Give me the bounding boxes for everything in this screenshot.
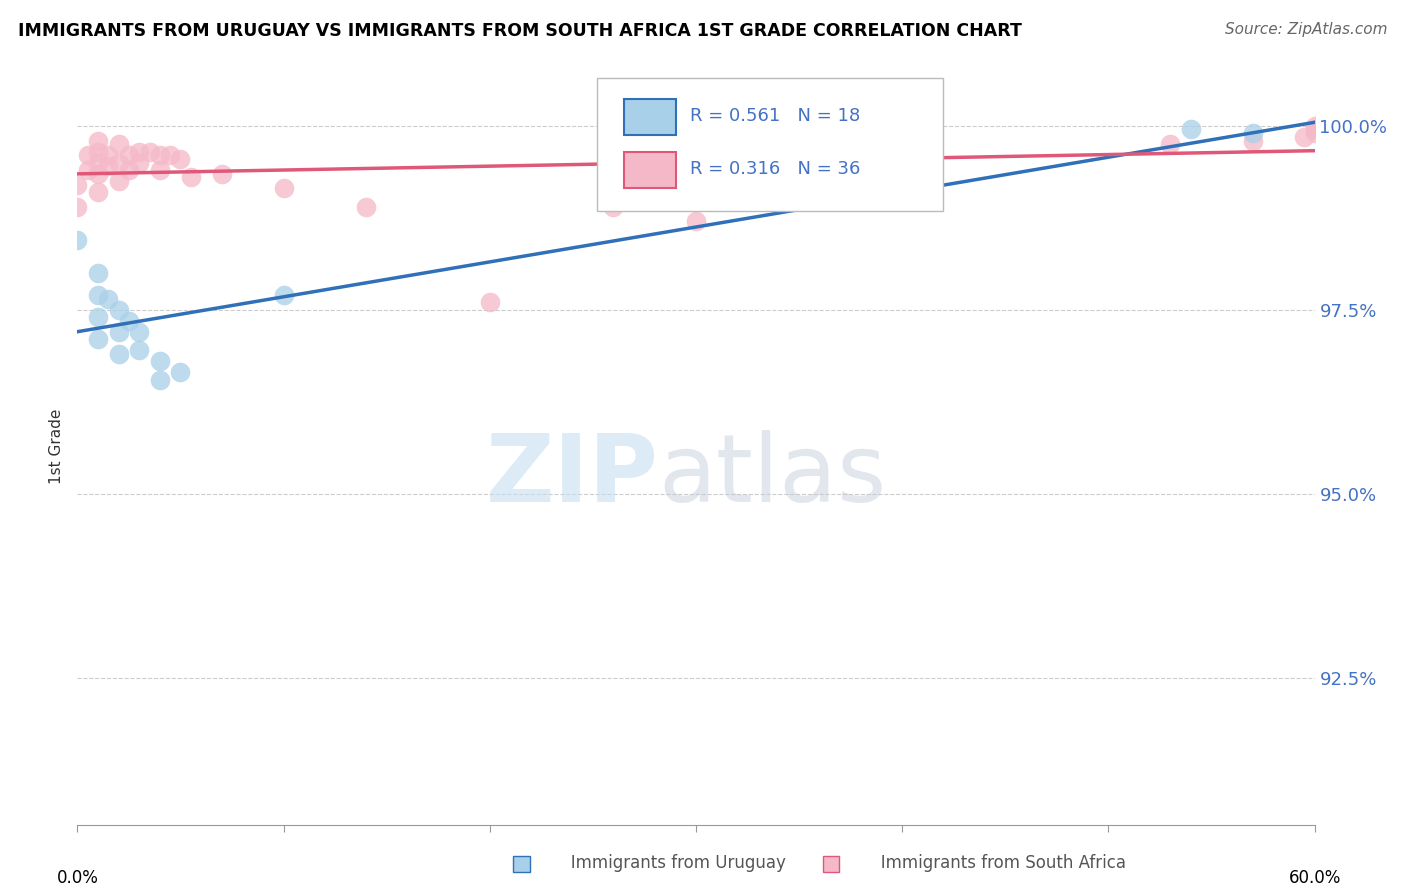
Point [66,178,89,192]
Y-axis label: 1st Grade: 1st Grade [49,409,65,483]
Point [76,163,98,178]
Point [128,145,150,159]
Point [138,145,160,159]
Bar [624,152,676,188]
Point [180,170,202,185]
Point [1159,137,1181,152]
Point [159,148,181,162]
Point [87,134,110,148]
Point [149,354,172,368]
Text: ZIP: ZIP [486,430,659,523]
Point [107,174,129,188]
Point [1303,126,1326,140]
Point [1303,122,1326,136]
Point [149,163,172,178]
Point [107,325,129,339]
Point [149,373,172,387]
Point [107,155,129,169]
Point [87,155,110,169]
Text: R = 0.316   N = 36: R = 0.316 N = 36 [690,161,860,178]
Point [478,295,501,310]
Text: 0.0%: 0.0% [56,870,98,888]
Point [118,314,141,328]
Point [87,266,110,280]
Point [97,292,120,306]
Point [107,347,129,361]
Point [87,145,110,159]
Point [149,148,172,162]
Point [685,214,707,228]
Point [1180,122,1202,136]
Point [169,365,191,379]
Text: R = 0.561   N = 18: R = 0.561 N = 18 [690,107,860,125]
Point [87,310,110,325]
Point [1303,119,1326,133]
Point [87,288,110,302]
Point [66,233,89,247]
Point [169,152,191,166]
Point [118,163,141,178]
Text: Source: ZipAtlas.com: Source: ZipAtlas.com [1225,22,1388,37]
Point [1294,129,1316,144]
Text: 60.0%: 60.0% [1288,870,1341,888]
Point [97,148,120,162]
Point [273,288,295,302]
Point [128,343,150,358]
Point [128,325,150,339]
Point [97,159,120,173]
Text: atlas: atlas [659,430,887,523]
Text: Immigrants from South Africa: Immigrants from South Africa [844,855,1126,872]
Text: IMMIGRANTS FROM URUGUAY VS IMMIGRANTS FROM SOUTH AFRICA 1ST GRADE CORRELATION CH: IMMIGRANTS FROM URUGUAY VS IMMIGRANTS FR… [18,22,1022,40]
Point [211,167,233,181]
Point [273,181,295,195]
Point [602,200,624,214]
Point [354,200,377,214]
Point [1241,134,1264,148]
Point [87,332,110,346]
Point [87,185,110,199]
Point [66,200,89,214]
Point [1241,126,1264,140]
Bar [624,99,676,136]
FancyBboxPatch shape [598,78,943,211]
Point [76,148,98,162]
Point [128,155,150,169]
Point [107,302,129,317]
Point [107,137,129,152]
Point [87,167,110,181]
Point [118,148,141,162]
Text: Immigrants from Uruguay: Immigrants from Uruguay [534,855,786,872]
